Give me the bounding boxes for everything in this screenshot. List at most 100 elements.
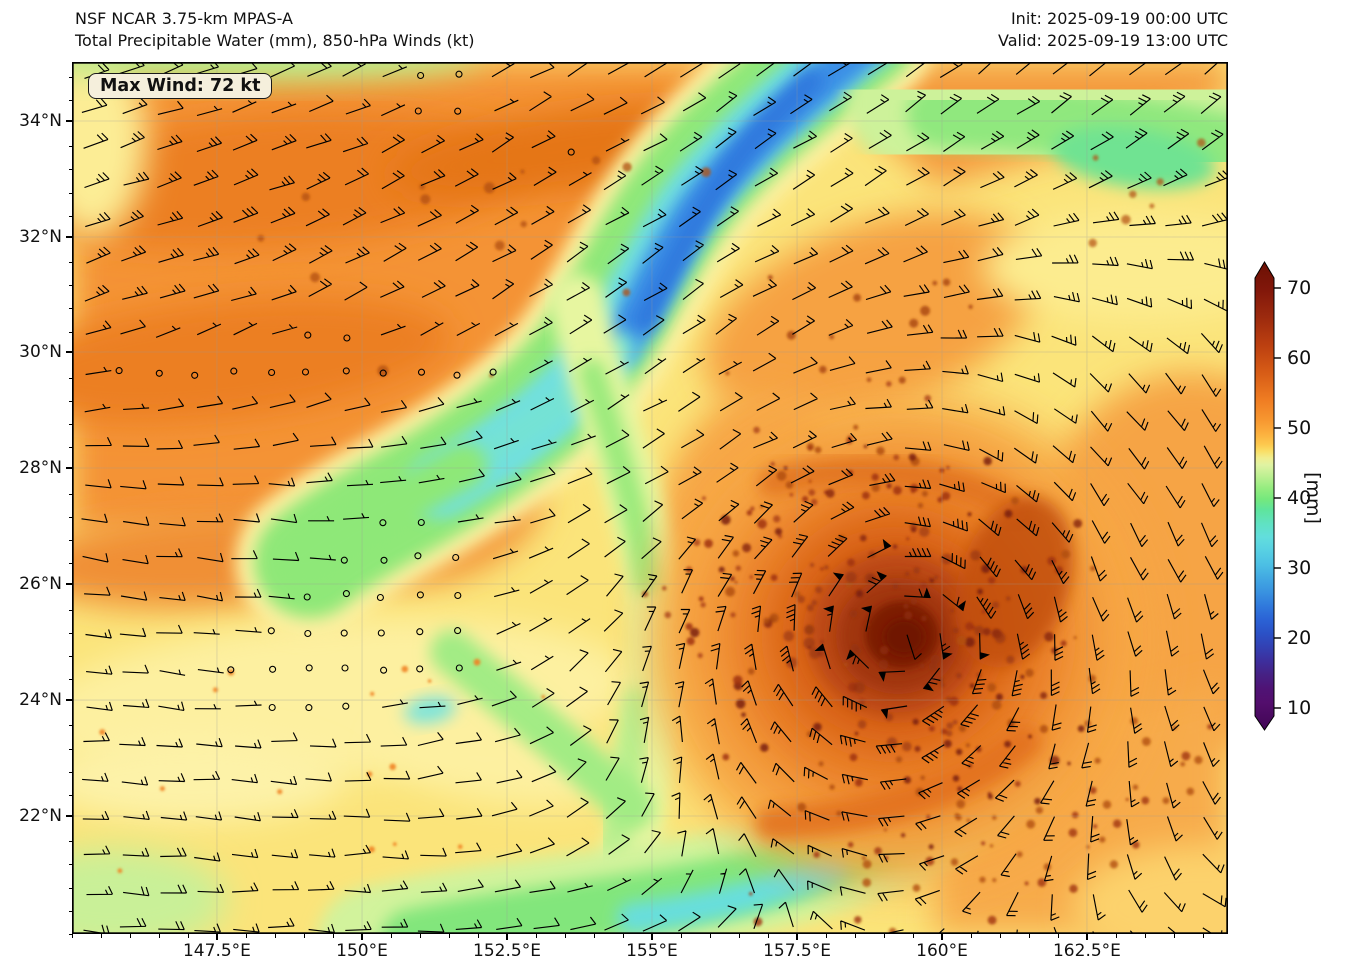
x-minor-tick bbox=[1116, 934, 1117, 938]
x-minor-tick bbox=[565, 934, 566, 938]
x-minor-tick bbox=[188, 934, 189, 938]
x-minor-tick bbox=[1145, 934, 1146, 938]
y-minor-tick bbox=[68, 934, 72, 935]
y-minor-tick bbox=[68, 285, 72, 287]
calm-wind-circles bbox=[115, 70, 575, 712]
run-times: Init: 2025-09-19 00:00 UTC Valid: 2025-09… bbox=[998, 8, 1228, 52]
y-minor-tick bbox=[68, 308, 72, 310]
x-minor-tick bbox=[971, 934, 972, 938]
y-minor-tick bbox=[68, 76, 72, 78]
y-tick bbox=[66, 699, 72, 701]
x-minor-tick bbox=[1058, 934, 1059, 938]
colorbar-tick-label: 60 bbox=[1287, 347, 1312, 369]
x-minor-tick bbox=[333, 934, 334, 938]
y-minor-tick bbox=[68, 493, 72, 495]
x-minor-tick bbox=[1000, 934, 1001, 938]
x-tick bbox=[796, 934, 798, 940]
x-minor-tick bbox=[391, 934, 392, 938]
y-tick bbox=[66, 467, 72, 469]
x-minor-tick bbox=[913, 934, 914, 938]
colorbar-tick-label: 70 bbox=[1287, 277, 1312, 299]
map-canvas bbox=[72, 62, 1228, 934]
y-minor-tick bbox=[68, 679, 72, 681]
x-minor-tick bbox=[1203, 934, 1204, 938]
x-tick bbox=[651, 934, 653, 940]
colorbar-gradient bbox=[1254, 261, 1275, 731]
y-minor-tick bbox=[68, 609, 72, 611]
x-tick-label: 155°E bbox=[626, 941, 678, 961]
y-minor-tick bbox=[68, 864, 72, 866]
x-tick bbox=[1086, 934, 1088, 940]
x-minor-tick bbox=[420, 934, 421, 938]
x-minor-tick bbox=[72, 934, 73, 938]
y-minor-tick bbox=[68, 401, 72, 403]
tpw-field bbox=[72, 62, 1228, 934]
title-line2: Total Precipitable Water (mm), 850-hPa W… bbox=[75, 31, 475, 50]
y-tick-label: 22°N bbox=[19, 806, 62, 827]
x-tick bbox=[361, 934, 363, 940]
x-minor-tick bbox=[159, 934, 160, 938]
y-minor-tick bbox=[68, 794, 72, 796]
x-minor-tick bbox=[478, 934, 479, 938]
plot-title: NSF NCAR 3.75-km MPAS-A Total Precipitabl… bbox=[75, 8, 474, 52]
x-minor-tick bbox=[681, 934, 682, 938]
colorbar-units-label: [mm] bbox=[1302, 472, 1324, 524]
x-minor-tick bbox=[855, 934, 856, 938]
y-tick-label: 32°N bbox=[19, 227, 62, 247]
x-minor-tick bbox=[884, 934, 885, 938]
y-tick bbox=[66, 236, 72, 238]
x-tick-label: 150°E bbox=[336, 941, 388, 961]
tpw-speckles bbox=[99, 138, 1213, 934]
y-minor-tick bbox=[68, 146, 72, 148]
max-wind-badge: Max Wind: 72 kt bbox=[88, 73, 273, 99]
x-tick bbox=[506, 934, 508, 940]
x-tick bbox=[941, 934, 943, 940]
y-minor-tick bbox=[68, 169, 72, 171]
x-minor-tick bbox=[623, 934, 624, 938]
colorbar-tick-label: 40 bbox=[1287, 487, 1312, 509]
y-tick-label: 26°N bbox=[19, 573, 62, 594]
x-minor-tick bbox=[101, 934, 102, 938]
x-minor-tick bbox=[1029, 934, 1030, 938]
y-minor-tick bbox=[68, 447, 72, 449]
y-tick bbox=[66, 351, 72, 353]
x-minor-tick bbox=[768, 934, 769, 938]
y-minor-tick bbox=[68, 725, 72, 727]
y-minor-tick bbox=[68, 655, 72, 657]
y-tick-label: 34°N bbox=[19, 111, 62, 132]
colorbar-tick-label: 20 bbox=[1287, 627, 1312, 649]
y-minor-tick bbox=[68, 887, 72, 889]
x-minor-tick bbox=[739, 934, 740, 938]
colorbar-tick-label: 10 bbox=[1287, 697, 1312, 719]
x-minor-tick bbox=[536, 934, 537, 938]
x-minor-tick bbox=[130, 934, 131, 938]
y-minor-tick bbox=[68, 540, 72, 542]
y-tick bbox=[66, 120, 72, 122]
y-minor-tick bbox=[68, 377, 72, 379]
x-minor-tick bbox=[826, 934, 827, 938]
y-minor-tick bbox=[68, 192, 72, 194]
y-minor-tick bbox=[68, 331, 72, 333]
valid-time: Valid: 2025-09-19 13:00 UTC bbox=[997, 31, 1228, 50]
y-minor-tick bbox=[68, 910, 72, 912]
y-tick bbox=[66, 815, 72, 817]
x-tick-label: 147.5°E bbox=[182, 941, 251, 961]
y-minor-tick bbox=[68, 215, 72, 217]
graticule bbox=[72, 62, 1228, 934]
x-minor-tick bbox=[275, 934, 276, 938]
y-minor-tick bbox=[68, 771, 72, 773]
colorbar bbox=[1254, 261, 1281, 731]
y-minor-tick bbox=[68, 632, 72, 634]
y-minor-tick bbox=[68, 424, 72, 426]
x-tick bbox=[216, 934, 218, 940]
x-tick-label: 162.5°E bbox=[1052, 941, 1121, 961]
init-time: Init: 2025-09-19 00:00 UTC bbox=[1010, 9, 1228, 28]
y-tick bbox=[66, 583, 72, 585]
x-minor-tick bbox=[449, 934, 450, 938]
plot-frame bbox=[72, 62, 1228, 934]
y-minor-tick bbox=[68, 563, 72, 565]
y-minor-tick bbox=[68, 516, 72, 518]
y-tick-label: 28°N bbox=[19, 458, 62, 478]
y-tick-label: 30°N bbox=[19, 342, 62, 363]
